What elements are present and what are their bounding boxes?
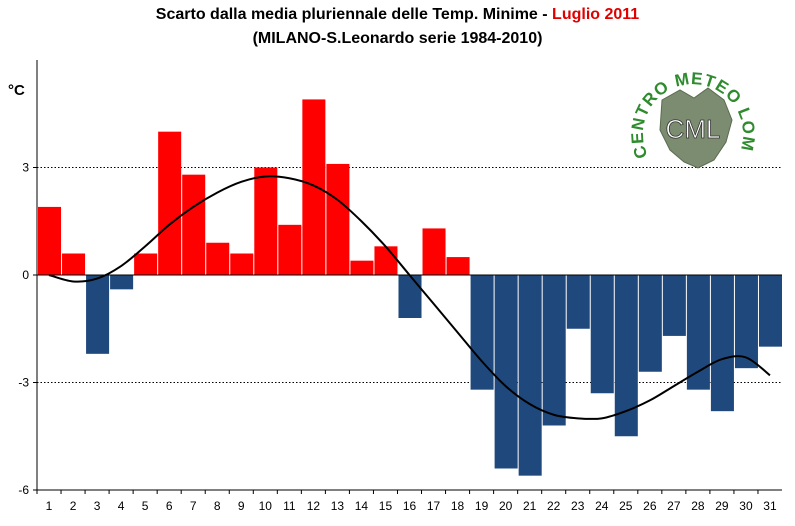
bar-day-6 — [158, 131, 182, 275]
y-tick-label: 0 — [22, 268, 29, 282]
bar-day-17 — [422, 228, 446, 275]
title-highlight: Luglio 2011 — [552, 6, 640, 23]
bar-day-9 — [230, 253, 254, 275]
x-tick-label: 6 — [166, 499, 173, 513]
bar-day-24 — [590, 275, 614, 394]
bar-day-11 — [278, 224, 302, 275]
bar-day-13 — [326, 163, 350, 275]
bar-day-30 — [734, 275, 758, 369]
x-tick-label: 12 — [307, 499, 321, 513]
chart-title: Scarto dalla media pluriennale delle Tem… — [0, 6, 795, 24]
bar-day-2 — [62, 253, 86, 275]
x-tick-label: 29 — [715, 499, 729, 513]
bar-day-26 — [638, 275, 662, 372]
cml-logo: CENTRO METEO LOMBARDO CML — [628, 60, 757, 169]
bars — [38, 99, 782, 476]
x-tick-label: 9 — [238, 499, 245, 513]
bar-day-5 — [134, 253, 158, 275]
x-tick-label: 23 — [571, 499, 585, 513]
bar-day-23 — [566, 275, 590, 329]
y-axis-unit: °C — [8, 82, 25, 99]
bar-day-4 — [110, 275, 134, 290]
bar-day-25 — [614, 275, 638, 437]
x-tick-label: 11 — [283, 499, 296, 513]
x-tick-label: 27 — [667, 499, 681, 513]
x-tick-label: 16 — [403, 499, 417, 513]
x-tick-label: 7 — [190, 499, 197, 513]
bar-day-21 — [518, 275, 542, 476]
x-tick-label: 30 — [739, 499, 753, 513]
x-tick-label: 14 — [355, 499, 369, 513]
x-tick-label: 24 — [595, 499, 609, 513]
logo-map-shape — [659, 87, 733, 169]
x-tick-label: 20 — [499, 499, 513, 513]
x-tick-label: 18 — [451, 499, 465, 513]
bar-day-1 — [38, 206, 62, 275]
x-tick-label: 25 — [619, 499, 633, 513]
x-tick-label: 13 — [331, 499, 345, 513]
x-tick-label: 2 — [70, 499, 77, 513]
bar-day-7 — [182, 174, 206, 275]
bar-day-27 — [662, 275, 686, 336]
bar-day-3 — [86, 275, 110, 354]
bar-day-29 — [710, 275, 734, 412]
x-tick-label: 1 — [46, 499, 53, 513]
bar-day-31 — [758, 275, 782, 347]
x-tick-label: 3 — [94, 499, 101, 513]
bar-day-8 — [206, 242, 230, 275]
bar-day-20 — [494, 275, 518, 469]
logo-center-text: CML — [666, 114, 721, 144]
bar-day-16 — [398, 275, 422, 318]
x-tick-label: 26 — [643, 499, 657, 513]
bar-day-18 — [446, 257, 470, 275]
x-tick-label: 17 — [427, 499, 441, 513]
x-tick-label: 28 — [691, 499, 705, 513]
x-tick-label: 21 — [523, 499, 537, 513]
bar-day-19 — [470, 275, 494, 390]
bar-day-22 — [542, 275, 566, 426]
x-tick-label: 8 — [214, 499, 221, 513]
bar-day-10 — [254, 167, 278, 275]
bar-day-15 — [374, 246, 398, 275]
chart-subtitle: (MILANO-S.Leonardo serie 1984-2010) — [252, 30, 543, 47]
x-tick-label: 31 — [763, 499, 777, 513]
tick-labels: 30-3-61 2 3 4 5 6 7 8 9 10 11 12 13 14 15 16 17 18 19 20 21 2… — [18, 161, 777, 514]
bar-day-14 — [350, 260, 374, 275]
trend-line — [48, 175, 771, 421]
bar-day-12 — [302, 99, 326, 276]
y-tick-label: -3 — [18, 376, 29, 390]
x-tick-label: 10 — [259, 499, 273, 513]
x-tick-label: 22 — [547, 499, 561, 513]
x-tick-label: 19 — [475, 499, 489, 513]
title-text: Scarto dalla media pluriennale delle Tem… — [155, 6, 553, 23]
bar-day-28 — [686, 275, 710, 390]
y-tick-label: -6 — [18, 483, 29, 497]
x-tick-label: 5 — [142, 499, 149, 513]
grid — [37, 167, 782, 383]
x-tick-label: 15 — [379, 499, 393, 513]
x-tick-label: 4 — [118, 499, 125, 513]
y-tick-label: 3 — [22, 161, 29, 175]
